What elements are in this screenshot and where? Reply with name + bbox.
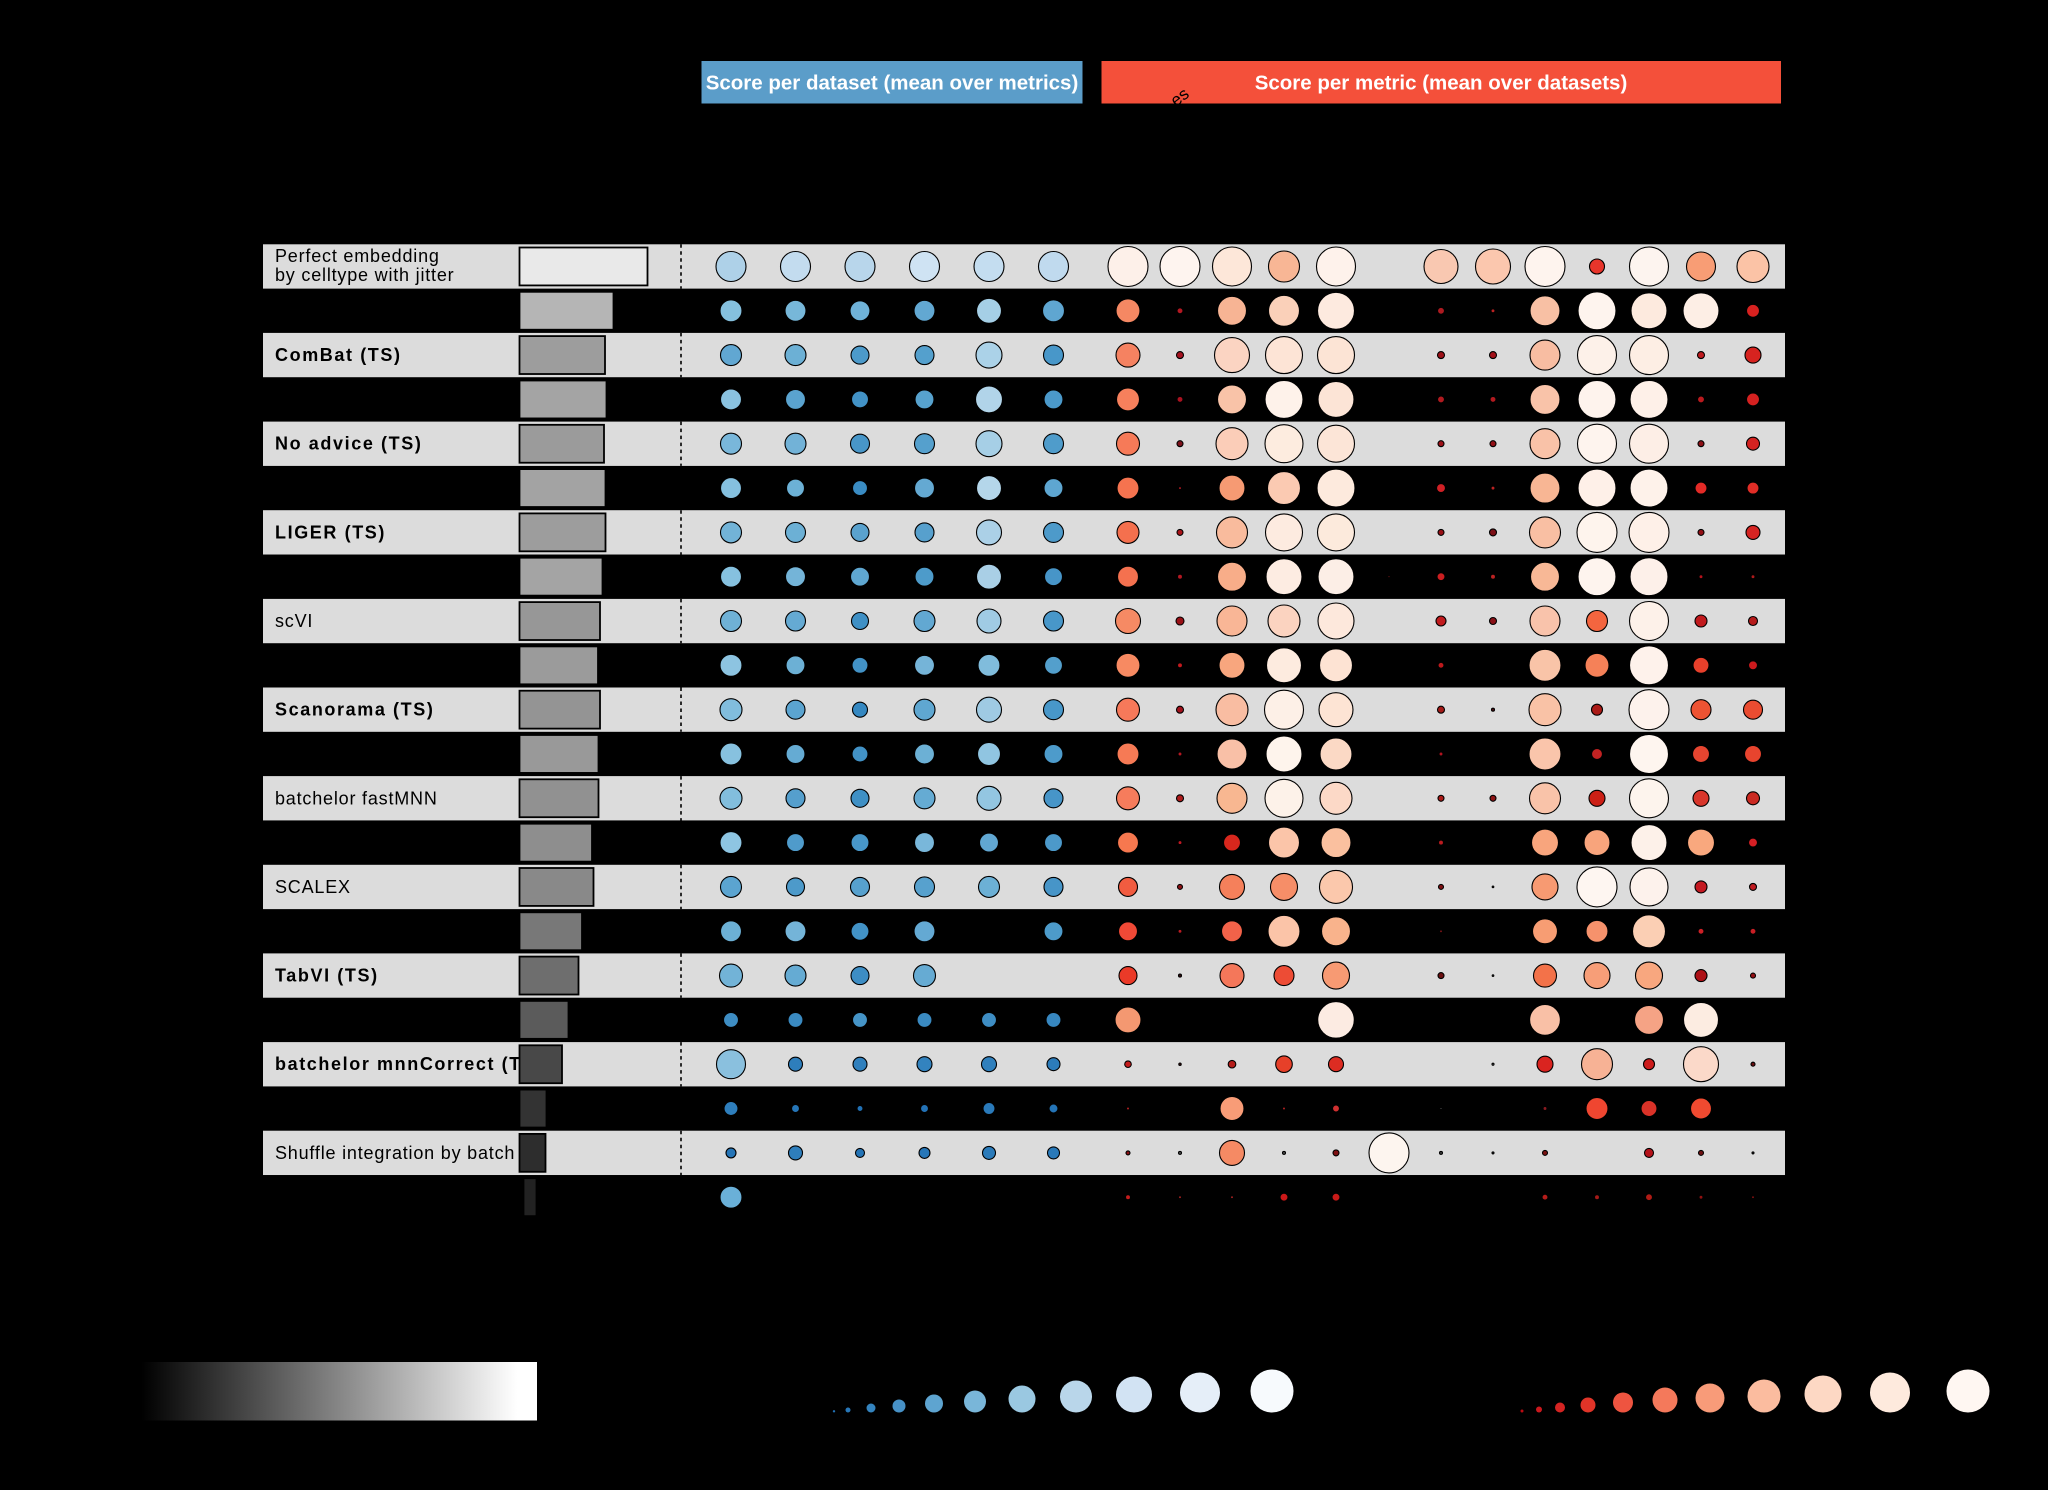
svg-text:ComBat (TS): ComBat (TS) <box>275 345 402 365</box>
svg-text:batchelor fastMNN: batchelor fastMNN <box>275 788 438 808</box>
svg-text:Score per dataset (mean over m: Score per dataset (mean over metrics) <box>706 72 1079 95</box>
svg-text:SCALEX: SCALEX <box>275 877 351 897</box>
svg-text:Score per metric (mean over da: Score per metric (mean over datasets) <box>1255 72 1628 95</box>
svg-text:TabVI (TS): TabVI (TS) <box>275 966 379 986</box>
svg-text:scVI: scVI <box>275 611 313 631</box>
svg-text:Shuffle integration by batch: Shuffle integration by batch <box>275 1143 515 1163</box>
svg-text:Scanorama (TS): Scanorama (TS) <box>275 700 434 720</box>
svg-text:Perfect embedding: Perfect embedding <box>275 246 440 266</box>
svg-text:batchelor mnnCorrect (TS): batchelor mnnCorrect (TS) <box>275 1054 543 1074</box>
svg-text:by celltype with jitter: by celltype with jitter <box>275 265 454 285</box>
svg-text:No advice (TS): No advice (TS) <box>275 434 422 454</box>
svg-text:LIGER (TS): LIGER (TS) <box>275 522 386 542</box>
